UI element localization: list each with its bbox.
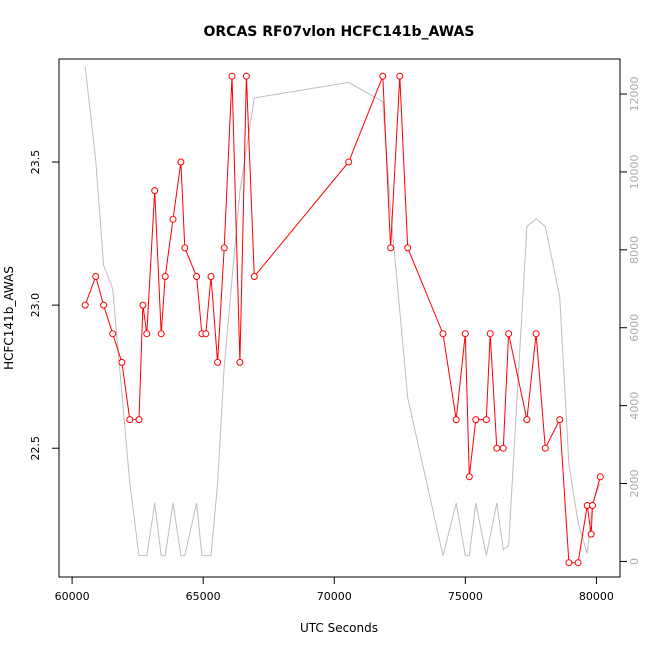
x-tick-label: 65000 bbox=[186, 590, 221, 603]
x-tick-label: 60000 bbox=[55, 590, 90, 603]
data-point bbox=[439, 330, 447, 338]
data-point bbox=[92, 273, 100, 280]
x-axis-label: UTC Seconds bbox=[300, 621, 378, 635]
y2-axis: 0 2000 4000 6000 8000 10000 12000 bbox=[620, 77, 641, 565]
data-point bbox=[596, 473, 604, 481]
y2-tick-label: 4000 bbox=[628, 392, 641, 420]
data-point bbox=[532, 330, 540, 338]
data-point bbox=[556, 416, 564, 424]
data-point bbox=[207, 273, 215, 280]
data-point bbox=[242, 72, 250, 80]
data-point bbox=[486, 330, 494, 338]
y-tick-label: 23.5 bbox=[29, 150, 42, 175]
data-point bbox=[220, 244, 228, 252]
data-point bbox=[214, 358, 222, 366]
data-point bbox=[126, 416, 134, 424]
data-point bbox=[587, 530, 595, 538]
data-point bbox=[404, 244, 412, 252]
x-tick-label: 70000 bbox=[317, 590, 352, 603]
plot-frame bbox=[58, 58, 621, 578]
data-point bbox=[574, 559, 582, 567]
y-axis-label: HCFC141b_AWAS bbox=[2, 266, 16, 370]
data-point bbox=[181, 244, 189, 252]
data-point bbox=[135, 416, 143, 424]
y2-tick-label: 2000 bbox=[628, 470, 641, 498]
data-point bbox=[565, 559, 573, 567]
x-tick-label: 80000 bbox=[579, 590, 614, 603]
data-point bbox=[493, 444, 501, 452]
data-point bbox=[81, 301, 89, 309]
y-axis: 22.5 23.0 23.5 bbox=[29, 150, 59, 461]
data-point bbox=[109, 330, 117, 338]
data-point bbox=[505, 330, 513, 338]
data-point bbox=[236, 358, 244, 366]
data-point bbox=[589, 502, 596, 509]
data-point bbox=[202, 330, 210, 338]
series-layer bbox=[81, 66, 604, 567]
y2-tick-label: 0 bbox=[628, 558, 641, 565]
secondary-series-line bbox=[84, 66, 601, 557]
data-point bbox=[139, 301, 147, 309]
data-point bbox=[465, 473, 473, 481]
data-point bbox=[228, 72, 236, 80]
data-point bbox=[161, 273, 169, 280]
data-point bbox=[169, 215, 177, 223]
data-point bbox=[250, 273, 258, 280]
x-tick-label: 75000 bbox=[448, 590, 483, 603]
y2-tick-label: 6000 bbox=[628, 314, 641, 342]
data-point bbox=[472, 416, 480, 424]
data-point bbox=[499, 444, 507, 452]
data-point bbox=[151, 187, 159, 195]
data-point bbox=[193, 273, 201, 280]
data-point bbox=[396, 72, 404, 80]
data-point bbox=[345, 158, 353, 166]
data-point bbox=[100, 301, 108, 309]
data-point bbox=[118, 358, 126, 366]
x-axis: 60000 65000 70000 75000 80000 bbox=[55, 577, 614, 603]
data-point bbox=[177, 158, 185, 166]
y2-tick-label: 10000 bbox=[628, 154, 641, 189]
data-point bbox=[387, 244, 395, 252]
y-tick-label: 22.5 bbox=[29, 436, 42, 461]
y-tick-label: 23.0 bbox=[29, 293, 42, 318]
y2-tick-label: 12000 bbox=[628, 77, 641, 112]
data-point bbox=[157, 330, 165, 338]
data-point bbox=[379, 72, 387, 80]
data-point bbox=[523, 416, 531, 424]
data-point bbox=[461, 330, 469, 338]
data-point bbox=[482, 416, 490, 424]
chart-title: ORCAS RF07vlon HCFC141b_AWAS bbox=[204, 24, 475, 40]
data-point bbox=[452, 416, 460, 424]
data-point bbox=[541, 444, 549, 452]
primary-series-line bbox=[84, 76, 601, 564]
y2-tick-label: 8000 bbox=[628, 236, 641, 264]
data-point bbox=[143, 330, 151, 338]
